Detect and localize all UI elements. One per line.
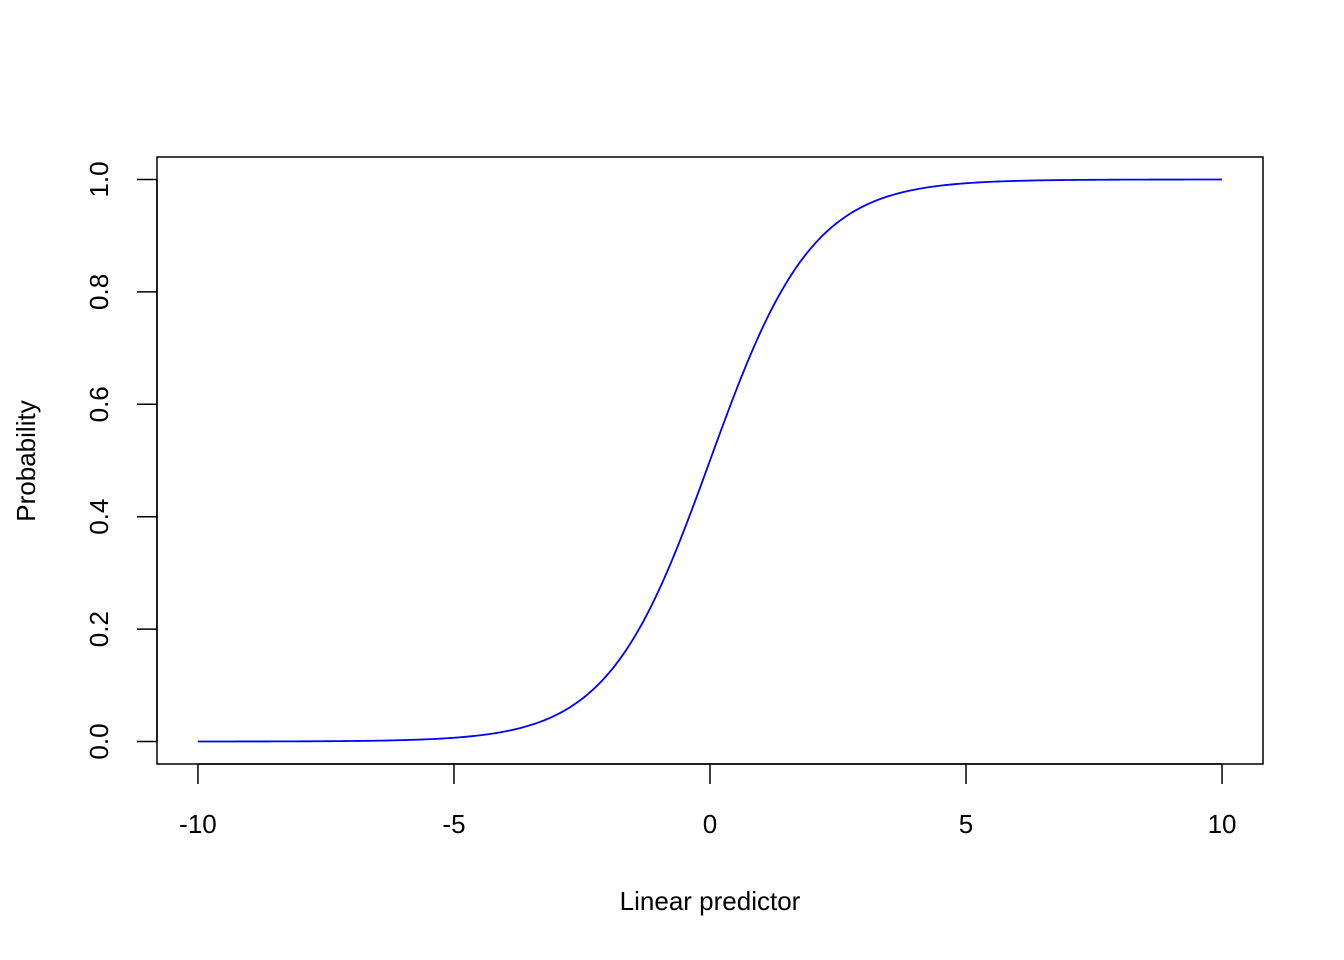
series-layer bbox=[197, 178, 1223, 743]
x-tick-label: 10 bbox=[1208, 809, 1237, 839]
series-line-0 bbox=[197, 178, 1223, 743]
x-tick-label: -10 bbox=[179, 809, 217, 839]
y-axis: 0.0 0.2 0.4 0.6 0.8 1.0 bbox=[84, 161, 158, 760]
x-tick-label: 5 bbox=[959, 809, 973, 839]
y-tick-label: 0.4 bbox=[84, 499, 114, 535]
y-tick-label: 0.8 bbox=[84, 274, 114, 310]
x-tick-label: -5 bbox=[442, 809, 465, 839]
y-tick-label: 1.0 bbox=[84, 161, 114, 197]
x-axis: -10 -5 0 5 10 bbox=[179, 763, 1237, 839]
x-axis-label: Linear predictor bbox=[620, 886, 801, 916]
y-tick-label: 0.6 bbox=[84, 386, 114, 422]
y-tick-label: 0.0 bbox=[84, 723, 114, 759]
y-axis-label: Probability bbox=[11, 400, 41, 521]
y-tick-label: 0.2 bbox=[84, 611, 114, 647]
x-tick-label: 0 bbox=[703, 809, 717, 839]
